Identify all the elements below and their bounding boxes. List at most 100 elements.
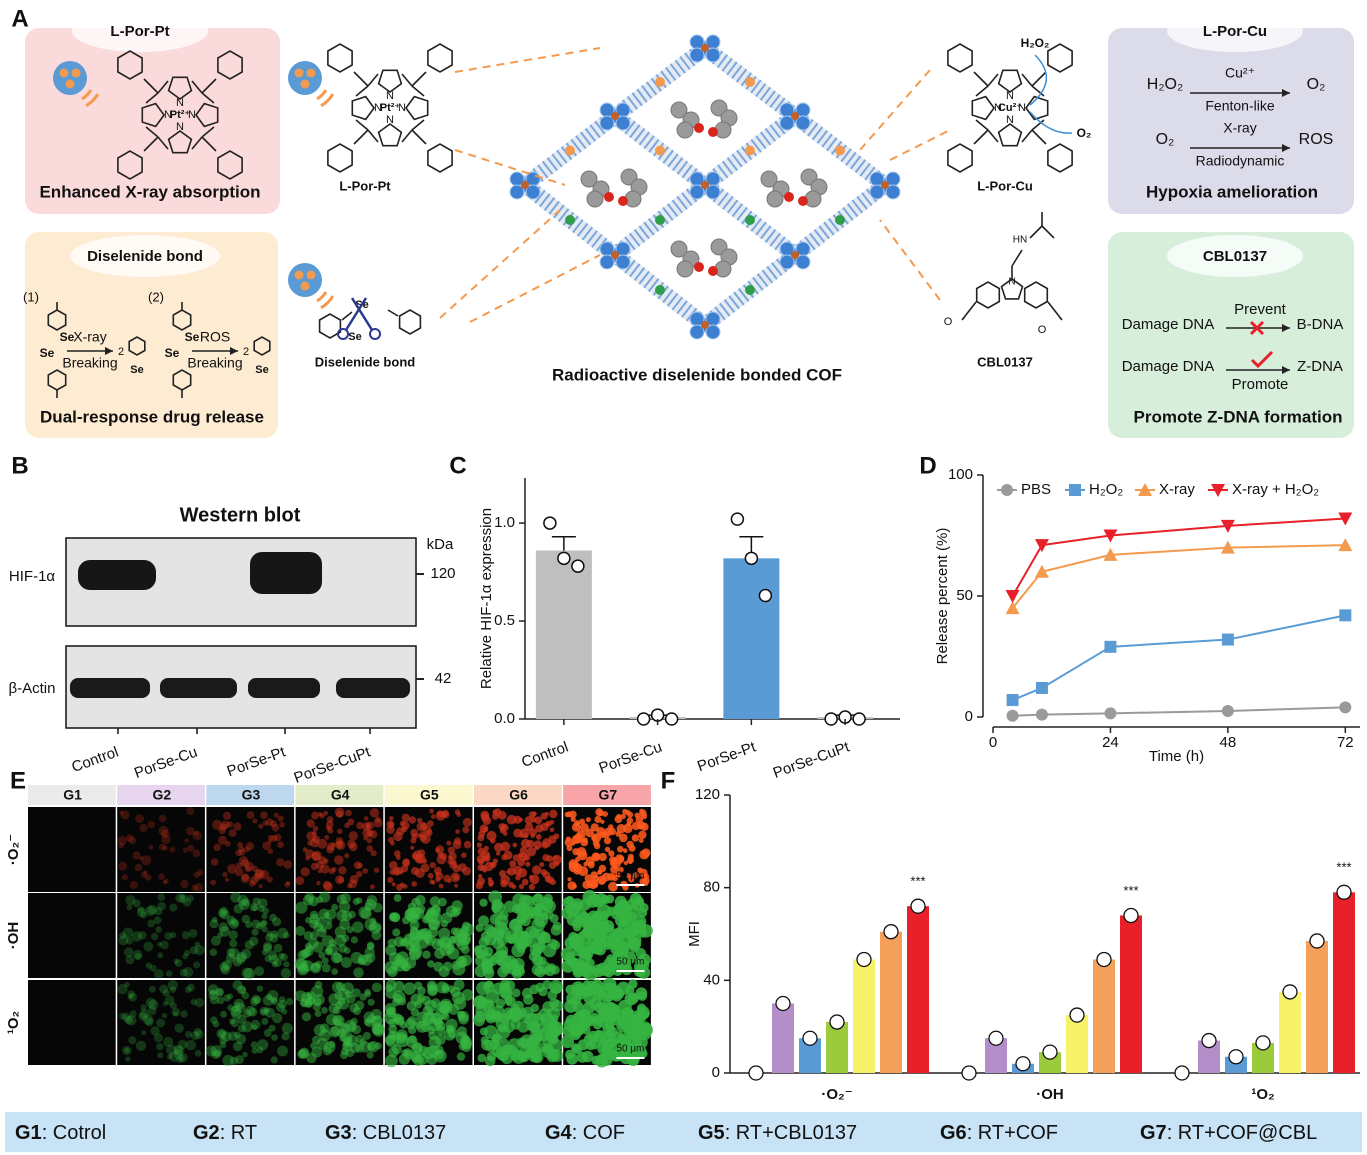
cell bbox=[259, 1006, 269, 1016]
cell bbox=[453, 907, 462, 916]
cell bbox=[163, 1036, 174, 1047]
cof-link bbox=[610, 109, 710, 192]
cell bbox=[591, 852, 601, 862]
cell bbox=[266, 930, 273, 937]
cell bbox=[629, 892, 642, 905]
legend-item: G3: CBL0137 bbox=[325, 1122, 446, 1144]
cell bbox=[311, 811, 319, 820]
cell bbox=[267, 848, 274, 855]
legend-marker bbox=[1211, 484, 1225, 497]
cell bbox=[455, 956, 468, 968]
cell bbox=[551, 1000, 563, 1012]
cell bbox=[137, 906, 145, 914]
cell bbox=[351, 988, 361, 998]
cof-link bbox=[790, 178, 890, 262]
cell bbox=[520, 932, 529, 941]
cell bbox=[262, 841, 271, 851]
data-point bbox=[1096, 951, 1112, 968]
cell bbox=[593, 882, 599, 888]
cell bbox=[623, 951, 637, 964]
micrograph bbox=[28, 893, 116, 978]
cell bbox=[232, 1041, 243, 1052]
ring bbox=[172, 309, 192, 331]
ring bbox=[975, 281, 1001, 309]
cell bbox=[483, 854, 491, 862]
cell bbox=[150, 1026, 160, 1036]
cell bbox=[221, 1031, 232, 1042]
marker bbox=[1221, 704, 1234, 717]
cell bbox=[268, 1024, 276, 1032]
ring bbox=[351, 95, 375, 121]
legend-label: : RT+CBL0137 bbox=[725, 1122, 858, 1144]
cell bbox=[229, 939, 238, 948]
cell bbox=[420, 863, 430, 873]
cell bbox=[515, 874, 521, 881]
cell bbox=[523, 833, 529, 839]
blot-band bbox=[160, 678, 237, 698]
cell bbox=[173, 1049, 183, 1059]
bar bbox=[772, 1003, 794, 1073]
cell bbox=[218, 908, 227, 918]
radiation-wave bbox=[316, 89, 328, 101]
cell bbox=[275, 1003, 285, 1012]
cell bbox=[321, 957, 329, 965]
ring bbox=[128, 336, 146, 356]
cell bbox=[594, 815, 602, 824]
cell bbox=[234, 1031, 241, 1039]
cell bbox=[240, 874, 250, 884]
cell bbox=[318, 856, 327, 865]
cell bbox=[335, 875, 345, 885]
cell bbox=[184, 949, 191, 957]
cell bbox=[280, 953, 288, 961]
cell bbox=[126, 834, 134, 842]
legend-strip bbox=[5, 1112, 1362, 1152]
cell bbox=[334, 934, 347, 947]
cell bbox=[167, 979, 179, 991]
cell bbox=[319, 891, 331, 903]
cell bbox=[385, 944, 397, 956]
cell bbox=[528, 928, 540, 939]
cell bbox=[222, 1054, 234, 1067]
ring bbox=[117, 50, 143, 80]
cell bbox=[166, 1044, 177, 1056]
header-cell bbox=[206, 785, 295, 805]
bond bbox=[973, 129, 989, 145]
cell bbox=[453, 979, 465, 991]
cell bbox=[498, 823, 506, 831]
group-header: G7 bbox=[598, 787, 617, 803]
ring bbox=[1025, 95, 1049, 121]
cell bbox=[295, 925, 306, 936]
cell bbox=[553, 855, 558, 860]
cell bbox=[294, 990, 306, 1002]
cell bbox=[608, 881, 618, 892]
guest-molecule bbox=[676, 121, 694, 139]
cell bbox=[213, 843, 221, 852]
cell bbox=[278, 999, 287, 1009]
cell bbox=[393, 936, 405, 947]
cell bbox=[481, 965, 490, 973]
cell bbox=[148, 985, 156, 993]
cell bbox=[227, 1004, 234, 1011]
cell bbox=[600, 895, 610, 905]
cell bbox=[447, 859, 453, 865]
cell bbox=[411, 881, 418, 887]
cell bbox=[129, 880, 138, 890]
cell bbox=[622, 912, 633, 923]
cell bbox=[592, 875, 599, 883]
blot-band bbox=[250, 552, 322, 594]
header-cell bbox=[295, 785, 384, 805]
cell bbox=[245, 920, 253, 929]
cell bbox=[312, 825, 319, 832]
cell bbox=[286, 881, 291, 885]
legend-label: X-ray + H₂O₂ bbox=[1232, 481, 1319, 498]
legend-key: G3 bbox=[325, 1122, 352, 1144]
cell bbox=[639, 924, 653, 938]
cof-link bbox=[700, 109, 800, 192]
cell bbox=[227, 864, 238, 874]
cell bbox=[253, 996, 262, 1004]
cell bbox=[628, 844, 636, 852]
legend-label: X-ray bbox=[1159, 481, 1195, 498]
cell bbox=[393, 981, 405, 993]
cell bbox=[448, 852, 457, 861]
data-point bbox=[852, 712, 866, 726]
